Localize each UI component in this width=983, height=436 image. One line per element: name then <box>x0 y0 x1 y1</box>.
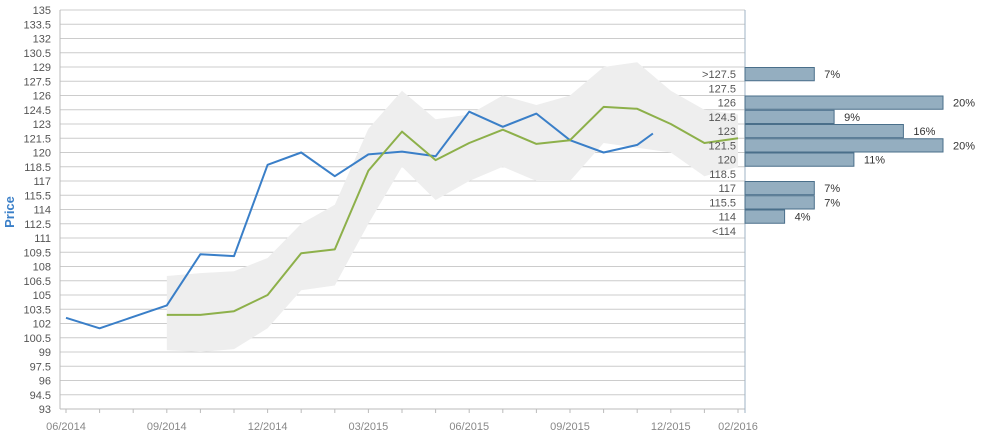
y-tick-label: 103.5 <box>23 304 51 316</box>
histogram-bin-label: 120 <box>718 155 736 167</box>
histogram-bar-pct-label: 20% <box>953 98 975 110</box>
histogram-bar <box>744 195 815 210</box>
y-tick-label: 99 <box>39 347 51 359</box>
y-tick-label: 93 <box>39 404 51 416</box>
histogram-bar-pct-label: 7% <box>824 183 840 195</box>
y-tick-label: 121.5 <box>23 133 51 145</box>
histogram-bin-label: 126 <box>718 98 736 110</box>
y-tick-label: 109.5 <box>23 247 51 259</box>
histogram: >127.5 7% 127.5 126 20% 124.5 9% 123 16% 121.5 20%… <box>702 67 975 238</box>
histogram-bar-pct-label: 9% <box>844 112 860 124</box>
histogram-bin-label: 124.5 <box>708 112 736 124</box>
y-tick-label: 126 <box>33 91 51 103</box>
y-tick-label: 96 <box>39 376 51 388</box>
histogram-bar <box>744 95 944 110</box>
histogram-bar <box>744 209 786 224</box>
y-axis-label: Price <box>2 196 17 228</box>
y-tick-label: 114 <box>33 205 51 217</box>
histogram-bin-label: 117 <box>718 183 736 195</box>
series-lines <box>65 105 739 330</box>
y-tick-label: 106.5 <box>23 276 51 288</box>
histogram-bar <box>744 67 815 82</box>
histogram-bar-pct-label: 7% <box>824 69 840 81</box>
y-tick-label: 118.5 <box>24 162 51 174</box>
y-tick-labels: 93 94.5 96 97.5 99 100.5 102 103.5 105 106.5 108 10… <box>23 5 51 416</box>
x-tick-label: 12/2015 <box>651 421 691 433</box>
y-tick-label: 108 <box>33 262 51 274</box>
histogram-bin-label: >127.5 <box>702 69 736 81</box>
y-tick-label: 132 <box>33 34 51 46</box>
y-tick-label: 123 <box>33 119 51 131</box>
histogram-bar-pct-label: 20% <box>953 140 975 152</box>
histogram-bar <box>744 109 835 124</box>
x-tick-label: 09/2015 <box>550 421 590 433</box>
x-tick-label: 06/2014 <box>46 421 86 433</box>
y-tick-label: 117 <box>33 176 51 188</box>
histogram-bin-label: 127.5 <box>708 83 736 95</box>
y-tick-label: 100.5 <box>23 333 51 345</box>
histogram-bar <box>744 138 944 153</box>
histogram-bar-pct-label: 16% <box>913 126 935 138</box>
histogram-bar-pct-label: 11% <box>864 155 885 167</box>
histogram-bar <box>744 152 855 167</box>
average-price-line <box>166 105 739 316</box>
histogram-bar-pct-label: 4% <box>795 212 811 224</box>
y-tick-label: 111 <box>34 233 51 245</box>
y-tick-label: 97.5 <box>30 361 51 373</box>
y-tick-label: 127.5 <box>23 76 51 88</box>
range-band <box>166 62 739 352</box>
x-tick-label: 12/2014 <box>248 421 288 433</box>
y-tick-label: 133.5 <box>23 19 51 31</box>
histogram-bin-label: <114 <box>712 226 736 238</box>
y-tick-label: 102 <box>33 319 51 331</box>
y-tick-label: 130.5 <box>23 48 51 60</box>
y-tick-label: 112.5 <box>24 219 51 231</box>
histogram-bar <box>744 124 904 139</box>
x-tick-label: 09/2014 <box>147 421 187 433</box>
x-tick-label: 02/2016 <box>718 421 758 433</box>
x-tick-label: 06/2015 <box>449 421 489 433</box>
histogram-bar <box>744 181 815 196</box>
y-tick-label: 120 <box>33 148 51 160</box>
y-tick-label: 129 <box>33 62 51 74</box>
histogram-bin-label: 123 <box>718 126 736 138</box>
x-tick-label: 03/2015 <box>349 421 389 433</box>
actual-price-line <box>65 110 654 330</box>
x-tick-labels: 06/2014 09/2014 12/2014 03/2015 06/2015 09/20… <box>46 421 758 433</box>
range-band-area <box>166 62 739 352</box>
y-tick-label: 94.5 <box>30 390 51 402</box>
y-tick-label: 135 <box>33 5 51 17</box>
histogram-bar-pct-label: 7% <box>824 197 840 209</box>
histogram-bin-label: 115.5 <box>709 197 736 209</box>
histogram-bin-label: 121.5 <box>708 140 736 152</box>
histogram-bin-label: 118.5 <box>709 169 736 181</box>
histogram-bin-label: 114 <box>718 212 736 224</box>
y-tick-label: 124.5 <box>23 105 51 117</box>
y-tick-label: 105 <box>33 290 51 302</box>
y-tick-label: 115.5 <box>24 190 51 202</box>
